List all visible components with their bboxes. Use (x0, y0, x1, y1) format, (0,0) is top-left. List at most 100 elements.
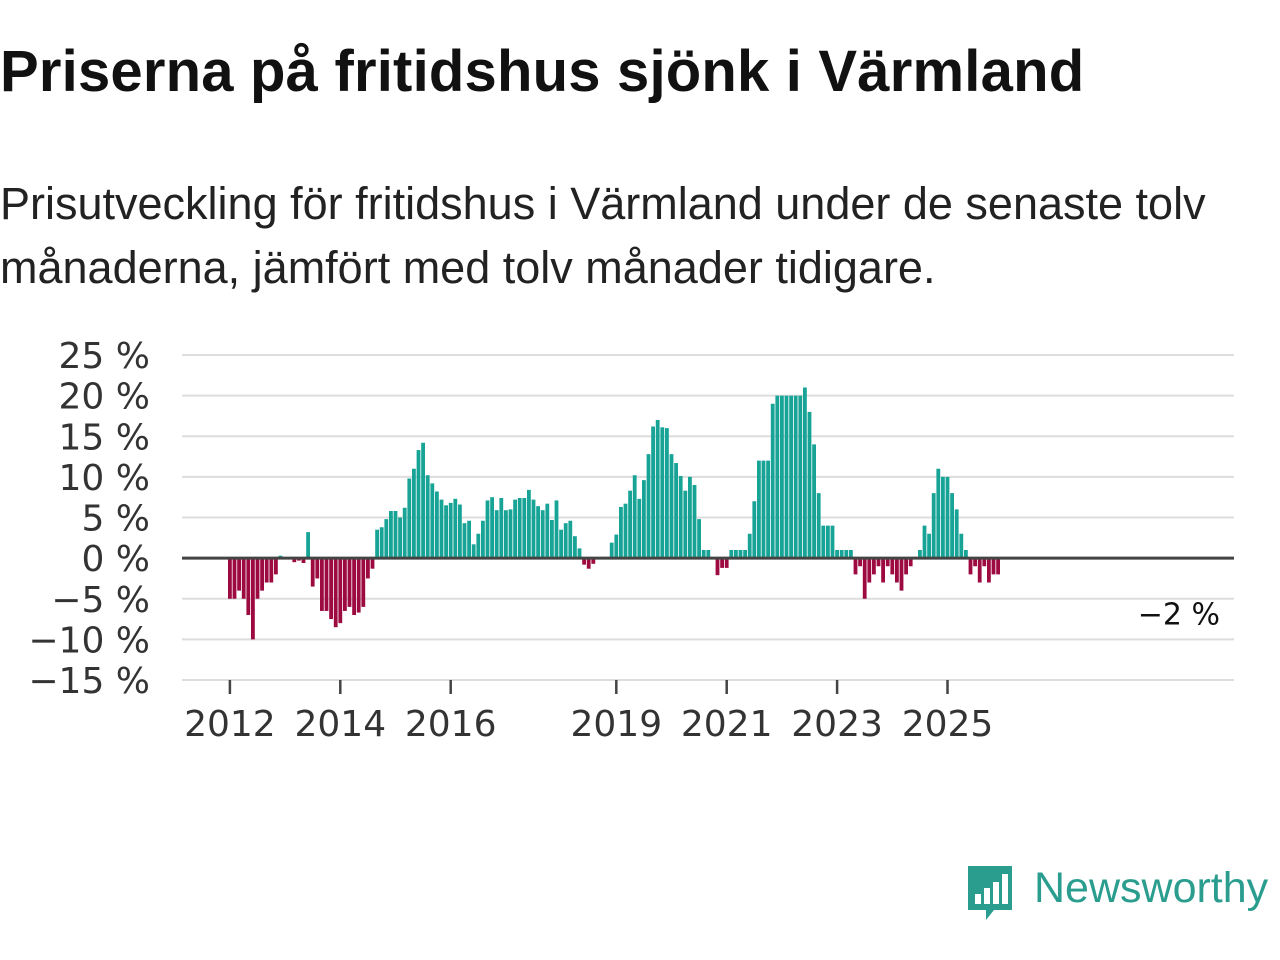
bar (398, 517, 402, 559)
bar (807, 411, 812, 559)
y-tick-label: −15 % (28, 661, 150, 702)
bar (835, 550, 839, 559)
bar (329, 558, 333, 620)
bar (697, 519, 701, 559)
bar (738, 550, 743, 559)
bar (582, 558, 586, 565)
bar (931, 493, 936, 559)
price-change-bar-chart: 25 %20 %15 %10 %5 %0 %−5 %−10 %−15 % 201… (28, 336, 1234, 745)
bar (435, 491, 439, 559)
bar (973, 558, 977, 567)
x-tick-label: 2016 (405, 704, 497, 745)
bar (904, 558, 908, 575)
bar (780, 395, 784, 559)
bar (577, 548, 582, 559)
bar (908, 558, 913, 567)
bar (941, 476, 945, 559)
x-tick-label: 2021 (681, 704, 773, 745)
bar (333, 558, 338, 628)
newsworthy-logo: Newsworthy (964, 862, 1274, 928)
bar (862, 558, 867, 599)
bar (720, 558, 724, 568)
bar (683, 490, 688, 559)
bar (665, 428, 669, 559)
bar (402, 507, 407, 559)
bar (743, 550, 747, 559)
bar (563, 523, 568, 559)
bar (936, 468, 941, 559)
bar (959, 533, 964, 559)
bar (573, 536, 577, 559)
annotations: −2 % (1138, 597, 1220, 632)
bar (310, 558, 315, 587)
bar (922, 525, 927, 559)
chart-title: Priserna på fritidshus sjönk i Värmland (0, 39, 1085, 104)
bar (637, 498, 642, 559)
bar (499, 498, 504, 559)
bar (977, 558, 982, 583)
bar (522, 498, 527, 559)
bar (508, 509, 513, 559)
x-axis: 2012 2014 2016 2019 2021 2023 2025 (184, 680, 993, 745)
bar (996, 558, 1000, 575)
bar (237, 558, 241, 591)
gridlines (182, 354, 1234, 681)
bar (724, 558, 729, 568)
bar (301, 558, 306, 564)
bar (338, 558, 343, 624)
bar (366, 558, 370, 579)
bar (766, 460, 770, 559)
bar (384, 519, 389, 559)
bar (453, 498, 458, 559)
bar (991, 558, 996, 575)
bar (715, 558, 720, 576)
bar (692, 485, 697, 559)
end-value-label: −2 % (1138, 597, 1220, 632)
bar (678, 476, 683, 559)
bar (421, 442, 425, 559)
bar (559, 529, 563, 559)
bar (251, 558, 255, 640)
bar (821, 525, 826, 559)
bar (540, 510, 545, 559)
bar (987, 558, 991, 583)
bar (890, 558, 895, 575)
bar (448, 502, 453, 559)
bar (264, 558, 269, 583)
bar (536, 506, 540, 559)
bar (826, 525, 830, 559)
bar (872, 558, 876, 575)
bar (260, 558, 264, 591)
bar (982, 558, 987, 567)
bar (734, 550, 738, 559)
bar (347, 558, 352, 607)
bar (467, 520, 471, 559)
y-tick-label: 5 % (81, 499, 150, 540)
bar (853, 558, 858, 575)
bar (632, 475, 637, 559)
x-tick-label: 2014 (294, 704, 386, 745)
bar (531, 499, 536, 559)
bar (964, 550, 968, 559)
bar (798, 395, 803, 559)
bar (669, 454, 674, 559)
y-tick-label: 10 % (59, 458, 150, 499)
bar (439, 499, 444, 559)
bar (945, 476, 950, 559)
bar (343, 558, 347, 611)
bar (517, 498, 522, 559)
bar (895, 558, 899, 583)
bar (899, 558, 904, 591)
bar (628, 490, 632, 559)
bar (228, 558, 232, 599)
bar (619, 506, 623, 559)
bar (660, 427, 665, 559)
bar (462, 523, 467, 559)
bar (241, 558, 246, 599)
bar (867, 558, 872, 583)
bar (255, 558, 260, 599)
y-tick-label: 20 % (59, 377, 150, 418)
bar (688, 476, 692, 559)
bar (752, 501, 757, 559)
bar (876, 558, 881, 567)
